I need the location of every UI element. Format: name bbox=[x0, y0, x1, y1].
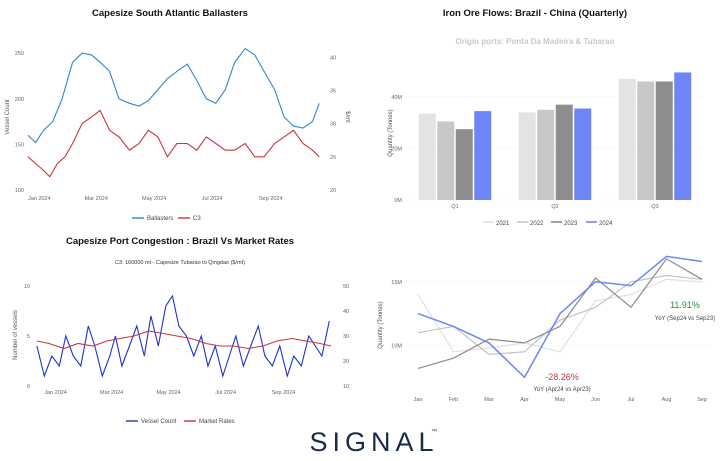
y2-tick-label: 50 bbox=[343, 284, 349, 290]
x-tick-label: Jun bbox=[591, 397, 600, 403]
legend-label: C3 bbox=[193, 216, 201, 222]
x-tick-label: Jul bbox=[627, 397, 634, 403]
y2-tick-label: 20 bbox=[343, 359, 349, 365]
x-tick-label: Jan bbox=[414, 397, 423, 403]
y2-tick-label: 35 bbox=[330, 88, 336, 94]
y2-tick-label: 40 bbox=[343, 309, 349, 315]
bar-q2-2021 bbox=[518, 112, 536, 200]
legend-label: 2024 bbox=[599, 221, 613, 227]
y-tick-label: 5 bbox=[27, 334, 30, 340]
y-axis-label: Quantity (Tonnes) bbox=[388, 109, 394, 156]
legend-label: Vessel Count bbox=[141, 419, 177, 425]
legend-label: 2022 bbox=[530, 221, 544, 227]
bar-q1-2021 bbox=[418, 113, 436, 200]
chart-title: Capesize Port Congestion : Brazil Vs Mar… bbox=[66, 236, 294, 247]
legend-label: Ballasters bbox=[147, 216, 173, 222]
bar-q3-2023 bbox=[655, 81, 673, 200]
bar-q1-2024 bbox=[474, 111, 492, 200]
chart-subtitle: C3: 160000 mt - Capesize Tubarao to Qing… bbox=[115, 260, 245, 266]
x-tick-label: Mar 2024 bbox=[100, 390, 123, 396]
legend-label: 2021 bbox=[496, 221, 510, 227]
brand-logo: SIGNAL bbox=[309, 427, 438, 457]
y-tick-label: 250 bbox=[15, 51, 24, 57]
y2-tick-label: 25 bbox=[330, 155, 336, 161]
legend-label: Market Rates bbox=[199, 419, 235, 425]
bar-q1-2022 bbox=[437, 121, 455, 200]
bar-q3-2024 bbox=[674, 72, 692, 200]
y-tick-label: 0M bbox=[394, 198, 402, 204]
y-tick-label: 10M bbox=[391, 343, 402, 349]
legend-label: 2023 bbox=[564, 221, 578, 227]
series-line-2023 bbox=[417, 258, 703, 369]
x-tick-label: Feb bbox=[449, 397, 458, 403]
x-tick-label: Q1 bbox=[451, 204, 458, 210]
x-tick-label: Apr bbox=[520, 397, 529, 403]
series-line-ballasters bbox=[27, 47, 320, 144]
y-axis-label: Vessel Count bbox=[5, 99, 11, 135]
series-line-c3 bbox=[27, 109, 320, 178]
chart-title: Iron Ore Flows: Brazil - China (Quarterl… bbox=[443, 8, 627, 19]
x-tick-label: Q2 bbox=[551, 204, 558, 210]
y2-tick-label: 10 bbox=[343, 384, 349, 390]
yoy-caption-apr: YoY (Apr24 vs Apr23) bbox=[533, 387, 590, 393]
y-tick-label: 10 bbox=[24, 284, 30, 290]
x-tick-label: Sep 2024 bbox=[259, 196, 283, 202]
y2-tick-label: 20 bbox=[330, 188, 336, 194]
y2-tick-label: 30 bbox=[330, 122, 336, 128]
y-tick-label: 150 bbox=[15, 142, 24, 148]
yoy-caption-sep: YoY (Sep24 vs Sep23) bbox=[655, 316, 715, 322]
y-axis-label: Number of vessels bbox=[13, 310, 19, 360]
y-tick-label: 40M bbox=[391, 95, 402, 101]
series-line-2024 bbox=[417, 255, 703, 379]
x-tick-label: Sep bbox=[697, 397, 707, 403]
x-tick-label: May 2024 bbox=[157, 390, 181, 396]
x-tick-label: Jan 2024 bbox=[28, 196, 51, 202]
yoy-value-sep: 11.91% bbox=[670, 300, 700, 310]
bar-q3-2021 bbox=[618, 78, 636, 200]
y2-tick-label: 40 bbox=[330, 55, 336, 61]
bar-q1-2023 bbox=[455, 129, 473, 200]
y-tick-label: 15M bbox=[391, 280, 402, 286]
x-tick-label: Jul 2024 bbox=[215, 390, 236, 396]
series-line-2022 bbox=[417, 274, 703, 356]
y-axis-label: Quantity (Tonnes) bbox=[378, 301, 384, 348]
x-tick-label: Jul 2024 bbox=[202, 196, 223, 202]
x-tick-label: Mar 2024 bbox=[85, 196, 108, 202]
y-tick-label: 0 bbox=[27, 384, 30, 390]
x-tick-label: May bbox=[555, 397, 566, 403]
x-tick-label: Aug bbox=[662, 397, 672, 403]
y-tick-label: 200 bbox=[15, 97, 24, 103]
bar-q2-2022 bbox=[537, 109, 555, 200]
bar-q2-2024 bbox=[574, 108, 592, 200]
chart-subtitle: Origin ports: Ponta Da Madeira & Tubarao bbox=[456, 37, 615, 46]
x-tick-label: May 2024 bbox=[142, 196, 166, 202]
bar-q2-2023 bbox=[555, 104, 573, 200]
yoy-value-apr: -28.26% bbox=[545, 372, 579, 382]
series-line-market-rates bbox=[36, 330, 332, 350]
brand-trademark: ™ bbox=[431, 428, 437, 435]
series-line-vessel-count bbox=[36, 294, 330, 378]
x-tick-label: Sep 2024 bbox=[272, 390, 296, 396]
y-tick-label: 100 bbox=[15, 188, 24, 194]
x-tick-label: Mar bbox=[484, 397, 494, 403]
x-tick-label: Jan 2024 bbox=[44, 390, 67, 396]
x-tick-label: Q3 bbox=[651, 204, 658, 210]
chart-title: Capesize South Atlantic Ballasters bbox=[92, 8, 248, 19]
series-line-2021 bbox=[417, 278, 703, 353]
y2-axis-label: $/mt bbox=[344, 111, 350, 123]
bar-q3-2022 bbox=[637, 81, 655, 200]
y-tick-label: 20M bbox=[391, 146, 402, 152]
y2-tick-label: 30 bbox=[343, 334, 349, 340]
